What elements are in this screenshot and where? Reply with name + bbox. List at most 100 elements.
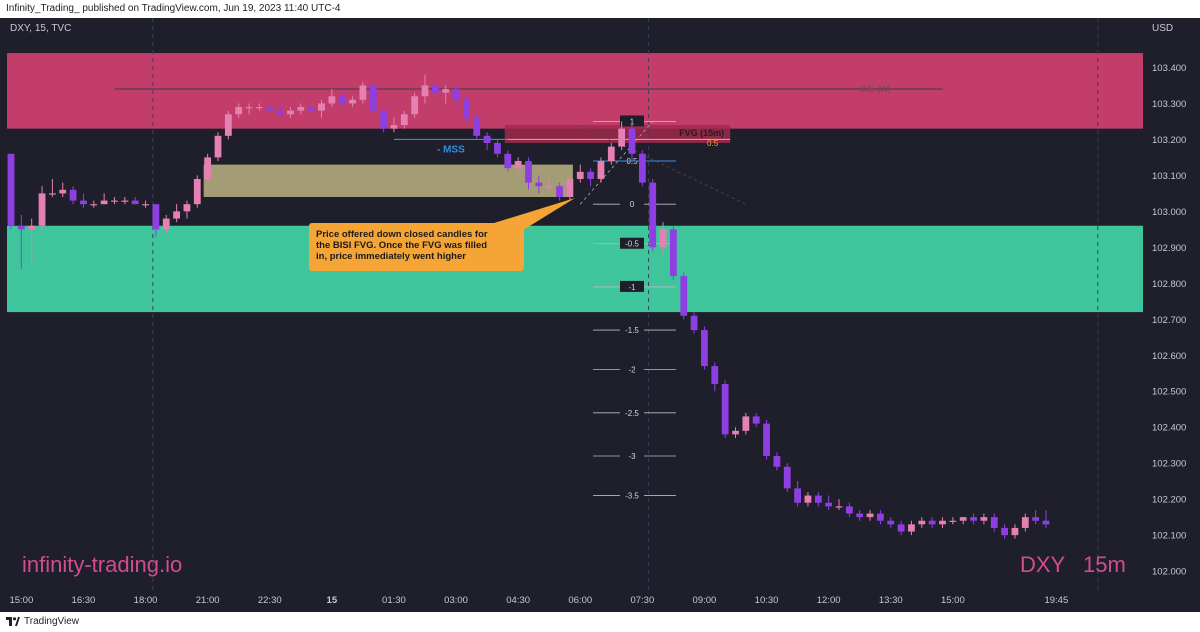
x-tick-label: 07:30 (630, 595, 654, 606)
candle-body (680, 276, 688, 316)
candle-body (111, 200, 118, 202)
candle-body (297, 107, 305, 111)
x-tick-label: 04:30 (506, 595, 530, 606)
candle-body (1032, 517, 1040, 521)
fib-label-bg (620, 115, 644, 127)
candle-body (970, 517, 977, 521)
candle-body (835, 506, 843, 508)
candle-body (235, 107, 243, 115)
x-tick-label: 15:00 (941, 595, 965, 606)
symbol-label: DXY, 15, TVC (10, 23, 71, 34)
candle-body (349, 99, 356, 104)
y-tick-label: 102.600 (1152, 351, 1186, 362)
candle-body (431, 85, 439, 93)
fib-label: -2.5 (625, 409, 639, 418)
candle-body (701, 330, 708, 367)
y-tick-label: 102.500 (1152, 387, 1186, 398)
candles-layer (7, 74, 1050, 539)
candle-body (276, 110, 284, 115)
candle-body (732, 430, 739, 435)
candle-body (794, 488, 801, 503)
candle-body (866, 513, 874, 518)
candle-body (121, 200, 129, 202)
bisi-fvg (203, 164, 573, 197)
y-tick-label: 103.000 (1152, 207, 1186, 218)
candle-body (504, 153, 512, 169)
time-axis[interactable] (0, 591, 1200, 612)
candle-body (359, 85, 367, 100)
candle-body (690, 315, 698, 331)
candle-body (473, 117, 481, 136)
candle-body (369, 85, 377, 111)
candle-body (307, 107, 315, 111)
x-tick-label: 21:00 (196, 595, 220, 606)
candle-body (908, 524, 915, 532)
candle-body (224, 114, 232, 136)
x-tick-label: 15:00 (9, 595, 33, 606)
candle-body (877, 513, 884, 521)
candle-body (80, 200, 87, 205)
x-tick-label: 19:45 (1044, 595, 1068, 606)
y-tick-label: 102.900 (1152, 243, 1186, 254)
x-tick-label: 12:00 (817, 595, 841, 606)
candle-body (380, 110, 387, 129)
candle-body (17, 225, 25, 230)
fib-label-bg (620, 489, 644, 501)
candle-body (1042, 520, 1050, 525)
candle-body (318, 103, 325, 111)
annotation-line: the BISI FVG. Once the FVG was filled (316, 240, 487, 251)
candle-body (69, 189, 77, 201)
candle-body (287, 110, 294, 115)
candle-body (514, 161, 522, 169)
candle-body (721, 384, 729, 435)
candle-body (752, 416, 760, 424)
y-tick-label: 102.400 (1152, 423, 1186, 434)
candle-body (556, 186, 563, 197)
y-tick-label: 103.200 (1152, 135, 1186, 146)
y-tick-label: 102.000 (1152, 567, 1186, 578)
fib-label: -3.5 (625, 492, 639, 501)
bearish-zone (7, 53, 1143, 129)
candle-body (587, 171, 594, 179)
fib-label: -1.5 (625, 326, 639, 335)
fib-label: -0.5 (625, 240, 639, 249)
candle-body (442, 89, 450, 93)
x-tick-label: 09:00 (693, 595, 717, 606)
y-tick-label: 103.400 (1152, 63, 1186, 74)
candle-body (576, 171, 584, 179)
candle-body (390, 125, 398, 129)
candle-body (659, 229, 667, 248)
candle-body (59, 189, 67, 194)
fib-label-bg (620, 237, 644, 249)
candle-body (142, 204, 149, 206)
candle-body (928, 520, 936, 525)
candle-body (980, 517, 988, 521)
chart-panel[interactable]: FVG (15m)0.5C.E. (W)- MSS10.50-0.5-1-1.5… (0, 18, 1200, 612)
candle-body (990, 517, 998, 528)
price-chart[interactable]: FVG (15m)0.5C.E. (W)- MSS10.50-0.5-1-1.5… (0, 18, 1200, 612)
y-tick-label: 102.100 (1152, 531, 1186, 542)
x-tick-label: 15 (327, 595, 338, 606)
watermark-symbol: DXY (1020, 552, 1066, 577)
candle-body (1011, 527, 1019, 536)
candle-body (421, 85, 429, 97)
candle-body (7, 153, 15, 226)
x-tick-label: 03:00 (444, 595, 468, 606)
fib-label: -2 (628, 366, 636, 375)
candle-body (183, 204, 191, 212)
candle-body (804, 495, 812, 503)
y-tick-label: 102.800 (1152, 279, 1186, 290)
bullish-zone (7, 225, 1143, 313)
candle-body (618, 128, 626, 147)
candle-body (214, 135, 222, 158)
candle-body (266, 107, 274, 111)
candle-body (338, 96, 346, 104)
candle-body (131, 200, 139, 205)
candle-body (887, 520, 895, 525)
annotation-box (309, 223, 524, 271)
candle-body (452, 89, 460, 100)
x-tick-label: 13:30 (879, 595, 903, 606)
price-axis[interactable] (1143, 18, 1200, 612)
candle-body (742, 416, 750, 431)
fib-label: 0 (630, 200, 635, 209)
